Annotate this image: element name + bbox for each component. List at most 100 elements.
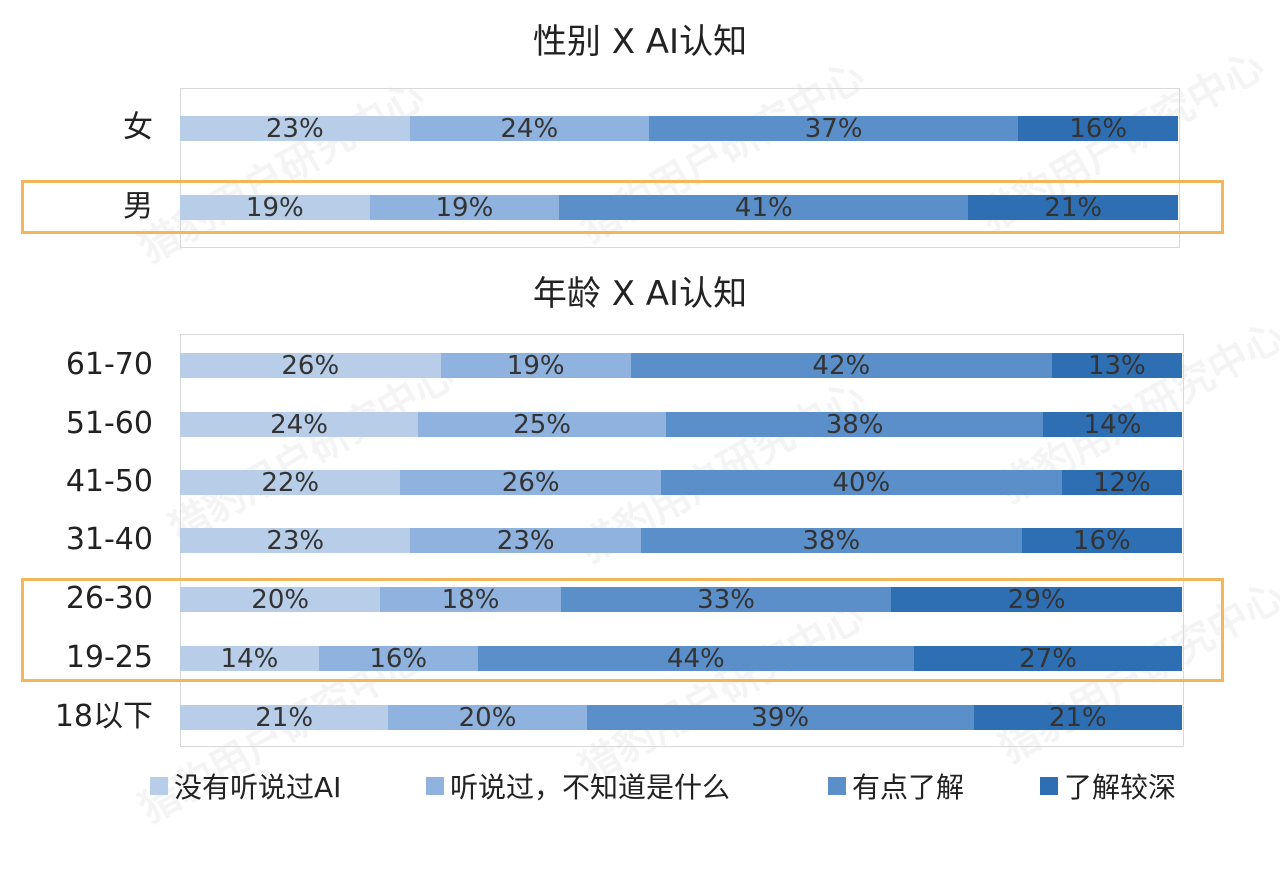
data-label: 19% <box>506 353 565 378</box>
bar-segment: 21% <box>973 705 1182 730</box>
chart-title-gender: 性别 X AI认知 <box>532 22 748 62</box>
data-label: 14% <box>220 646 279 671</box>
data-label: 16% <box>1072 528 1131 553</box>
data-label: 20% <box>458 705 517 730</box>
data-label: 23% <box>265 116 324 141</box>
bar-segment: 20% <box>180 587 381 612</box>
data-label: 24% <box>500 116 559 141</box>
bar-segment: 16% <box>318 646 478 671</box>
category-label: 18以下 <box>54 699 153 734</box>
data-label: 21% <box>255 705 314 730</box>
category-label: 26-30 <box>65 581 153 616</box>
bar-segment: 39% <box>586 705 974 730</box>
legend-item: 了解较深 <box>1040 766 1176 806</box>
data-label: 37% <box>804 116 863 141</box>
data-label: 13% <box>1087 353 1146 378</box>
bar-segment: 23% <box>410 528 641 553</box>
data-label: 16% <box>1069 116 1128 141</box>
bar-segment: 29% <box>891 587 1182 612</box>
bar-segment: 21% <box>968 195 1178 220</box>
category-label: 31-40 <box>65 522 153 557</box>
data-label: 16% <box>369 646 428 671</box>
bar-segment: 25% <box>418 412 667 437</box>
data-label: 38% <box>825 412 884 437</box>
bar-segment: 24% <box>180 412 419 437</box>
bar-segment: 26% <box>180 353 441 378</box>
legend-label: 听说过，不知道是什么 <box>450 771 731 804</box>
bar-segment: 19% <box>440 353 631 378</box>
legend-swatch <box>828 777 846 795</box>
bar-segment: 23% <box>180 528 411 553</box>
data-label: 29% <box>1007 587 1066 612</box>
legend-label: 有点了解 <box>852 771 965 804</box>
bar-segment: 19% <box>180 195 370 220</box>
bar-segment: 12% <box>1061 470 1182 495</box>
legend-swatch <box>150 777 168 795</box>
bar-segment: 38% <box>666 412 1044 437</box>
bar-segment: 13% <box>1051 353 1182 378</box>
data-label: 44% <box>666 646 725 671</box>
data-label: 39% <box>751 705 810 730</box>
data-label: 26% <box>281 353 340 378</box>
bar-segment: 38% <box>640 528 1022 553</box>
data-label: 20% <box>251 587 310 612</box>
plot-area-gender <box>180 88 1180 248</box>
bar-segment: 40% <box>660 470 1062 495</box>
data-label: 23% <box>496 528 555 553</box>
data-label: 25% <box>513 412 571 437</box>
data-label: 14% <box>1083 412 1142 437</box>
bar-row: 23% 24% 37% 16% <box>180 116 1178 141</box>
category-label: 61-70 <box>65 347 153 382</box>
data-label: 40% <box>832 470 891 495</box>
highlight-box-age-19-30 <box>21 578 1224 682</box>
bar-segment: 20% <box>388 705 587 730</box>
bar-segment: 14% <box>1043 412 1182 437</box>
data-label: 19% <box>435 195 494 220</box>
data-label: 24% <box>270 412 328 437</box>
data-label: 23% <box>266 528 325 553</box>
bar-row: 26% 19% 42% 13% <box>180 353 1182 378</box>
legend-item: 听说过，不知道是什么 <box>426 766 730 806</box>
legend-label: 了解较深 <box>1064 771 1177 804</box>
bar-row: 24% 25% 38% 14% <box>180 412 1182 437</box>
data-label: 38% <box>802 528 861 553</box>
data-label: 21% <box>1044 195 1103 220</box>
bar-segment: 27% <box>914 646 1182 671</box>
category-label: 19-25 <box>65 640 153 675</box>
data-label: 33% <box>697 587 755 612</box>
bar-segment: 14% <box>180 646 319 671</box>
category-label: 41-50 <box>65 464 153 499</box>
data-label: 19% <box>245 195 304 220</box>
category-label: 51-60 <box>65 406 153 441</box>
bar-segment: 42% <box>630 353 1052 378</box>
legend-item: 没有听说过AI <box>150 766 341 806</box>
legend-label: 没有听说过AI <box>174 771 342 804</box>
category-label: 女 <box>123 110 153 145</box>
data-label: 26% <box>501 470 560 495</box>
bar-row: 20% 18% 33% 29% <box>180 587 1182 612</box>
bar-segment: 37% <box>649 116 1019 141</box>
bar-segment: 19% <box>369 195 560 220</box>
data-label: 22% <box>261 470 320 495</box>
bar-segment: 21% <box>180 705 389 730</box>
bar-segment: 16% <box>1021 528 1182 553</box>
chart-title-age: 年龄 X AI认知 <box>532 274 748 314</box>
bar-row: 22% 26% 40% 12% <box>180 470 1182 495</box>
legend-swatch <box>426 777 444 795</box>
data-label: 21% <box>1048 705 1107 730</box>
bar-segment: 41% <box>559 195 969 220</box>
bar-segment: 18% <box>380 587 561 612</box>
bar-segment: 33% <box>560 587 892 612</box>
bar-segment: 24% <box>409 116 650 141</box>
data-label: 42% <box>812 353 871 378</box>
highlight-box-male <box>21 180 1224 234</box>
data-label: 27% <box>1019 646 1077 671</box>
bar-segment: 16% <box>1018 116 1178 141</box>
data-label: 12% <box>1092 470 1151 495</box>
bar-row: 19% 19% 41% 21% <box>180 195 1178 220</box>
bar-segment: 26% <box>400 470 661 495</box>
bar-row: 21% 20% 39% 21% <box>180 705 1182 730</box>
legend-item: 有点了解 <box>828 766 964 806</box>
legend-swatch <box>1040 777 1058 795</box>
bar-row: 23% 23% 38% 16% <box>180 528 1182 553</box>
